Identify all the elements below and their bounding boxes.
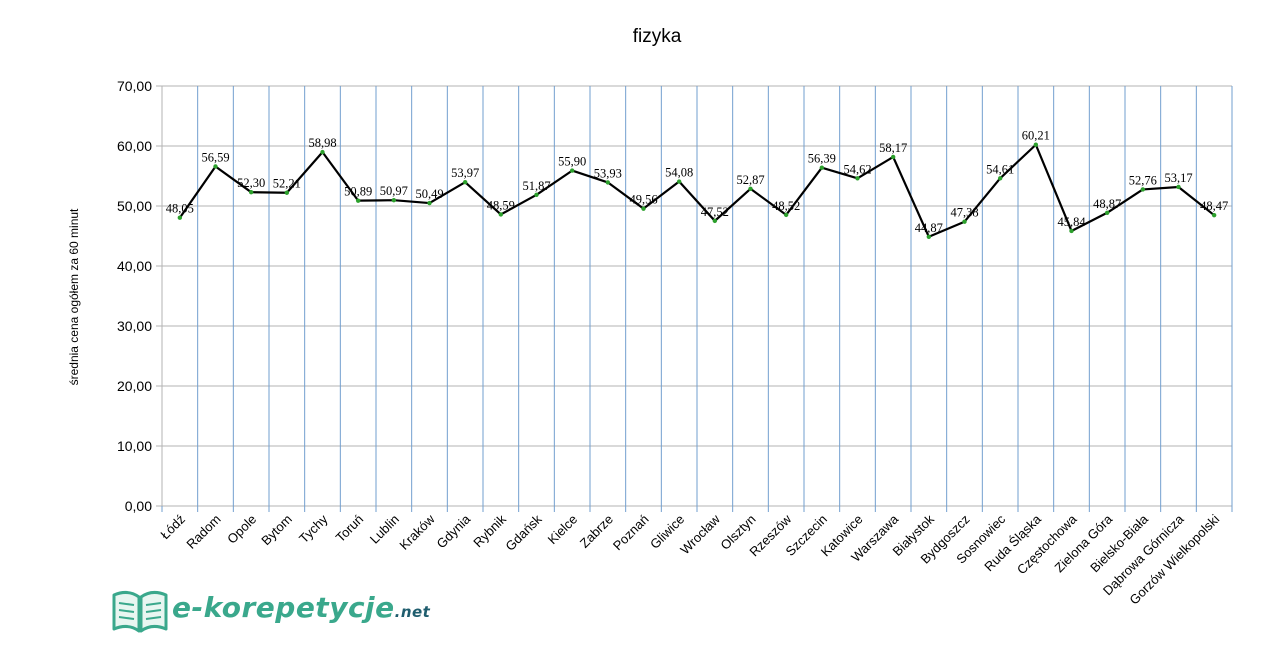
y-tick-label: 50,00 (117, 198, 152, 214)
y-tick-label: 0,00 (125, 498, 152, 514)
data-label: 54,61 (986, 162, 1014, 176)
data-label: 49,56 (629, 193, 657, 207)
data-point (1033, 142, 1039, 147)
data-label: 51,87 (522, 179, 550, 193)
data-label: 53,17 (1164, 171, 1192, 185)
x-tick-label: Wrocław (677, 511, 723, 557)
data-label: 52,21 (273, 177, 301, 191)
data-label: 54,08 (665, 166, 693, 180)
data-point (926, 234, 932, 239)
data-point (1211, 212, 1217, 218)
data-label: 45,84 (1057, 215, 1086, 229)
x-tick-label: Zabrze (577, 512, 616, 551)
data-label: 60,21 (1022, 129, 1050, 143)
data-label: 48,87 (1093, 197, 1121, 211)
data-point (605, 180, 611, 185)
vertical-gridlines (161, 86, 1233, 512)
data-label: 58,17 (879, 141, 907, 155)
data-label: 52,87 (736, 173, 764, 187)
data-point (177, 215, 183, 220)
data-label: 52,76 (1129, 173, 1157, 187)
data-label: 50,97 (380, 184, 408, 198)
data-labels: 48,05 56,59 52,30 52,21 58,98 50,89 50,97 50,49… (166, 129, 1228, 235)
brand-logo: e-korepetycje.net (110, 585, 430, 635)
data-point (890, 154, 896, 160)
data-point (997, 176, 1003, 181)
data-label: 56,39 (808, 152, 836, 166)
data-point (462, 179, 468, 185)
x-tick-label: Poznań (610, 512, 652, 554)
data-point (355, 198, 361, 203)
x-tick-label: Gdynia (434, 511, 474, 551)
x-tick-label: Kielce (545, 512, 581, 548)
data-label: 50,89 (344, 185, 372, 199)
y-tick-label: 40,00 (117, 258, 152, 274)
y-tick-label: 20,00 (117, 378, 152, 394)
data-point (498, 212, 504, 217)
data-label: 44,87 (915, 221, 943, 235)
logo-tld: .net (394, 603, 431, 621)
data-point (1140, 187, 1146, 192)
x-tick-label: Bytom (258, 512, 295, 549)
data-point (962, 219, 967, 224)
data-point (391, 197, 397, 203)
data-point (748, 186, 753, 191)
x-tick-label: Kraków (396, 511, 438, 553)
data-point (676, 179, 682, 184)
y-axis-label: średnia cena ogółem za 60 minut (67, 208, 81, 385)
data-label: 48,52 (772, 199, 800, 213)
data-label: 47,52 (701, 205, 729, 219)
data-point (1104, 210, 1110, 215)
data-points (177, 142, 1217, 239)
data-label: 58,98 (308, 136, 336, 150)
data-point (320, 149, 325, 155)
x-tick-label: Łódź (157, 512, 188, 543)
x-tick-label: Radom (183, 512, 223, 552)
data-point (1176, 184, 1181, 190)
y-tick-label: 10,00 (117, 438, 152, 454)
y-tick-label: 60,00 (117, 138, 152, 154)
y-tick-label: 30,00 (117, 318, 152, 334)
data-label: 47,38 (950, 206, 978, 220)
data-point (712, 218, 718, 224)
x-tick-label: Opole (224, 512, 259, 547)
data-point (1069, 228, 1074, 234)
data-point (855, 176, 860, 181)
chart-title: fizyka (633, 26, 682, 47)
x-tick-label: Tychy (296, 511, 331, 546)
data-point (427, 200, 432, 206)
data-point (641, 206, 646, 211)
data-label: 55,90 (558, 155, 586, 169)
data-point (284, 190, 290, 195)
logo-text: e-korepetycje.net (172, 591, 430, 624)
data-label: 52,30 (237, 176, 265, 190)
x-tick-label: Gdańsk (502, 511, 545, 554)
data-point (783, 212, 789, 218)
open-book-icon (112, 590, 168, 633)
data-point (248, 190, 254, 195)
series-line (178, 143, 1215, 238)
data-point (819, 165, 825, 170)
series-line-group (178, 143, 1215, 238)
logo-name: e-korepetycje (172, 591, 395, 624)
data-label: 53,93 (594, 166, 622, 180)
y-tick-label: 70,00 (117, 78, 152, 94)
data-point (569, 168, 575, 173)
data-label: 54,62 (843, 162, 871, 176)
data-label: 48,47 (1200, 199, 1228, 213)
data-label: 48,59 (487, 198, 515, 212)
x-tick-label: Toruń (333, 512, 367, 546)
horizontal-gridlines (156, 85, 1232, 507)
data-label: 50,49 (415, 187, 443, 201)
data-label: 56,59 (201, 150, 229, 164)
data-label: 48,05 (166, 202, 194, 216)
y-axis-ticks: 0,00 10,00 20,00 30,00 40,00 50,00 60,00 70,00 (117, 78, 152, 514)
data-point (213, 164, 218, 169)
data-point (534, 192, 539, 197)
data-label: 53,97 (451, 166, 479, 180)
